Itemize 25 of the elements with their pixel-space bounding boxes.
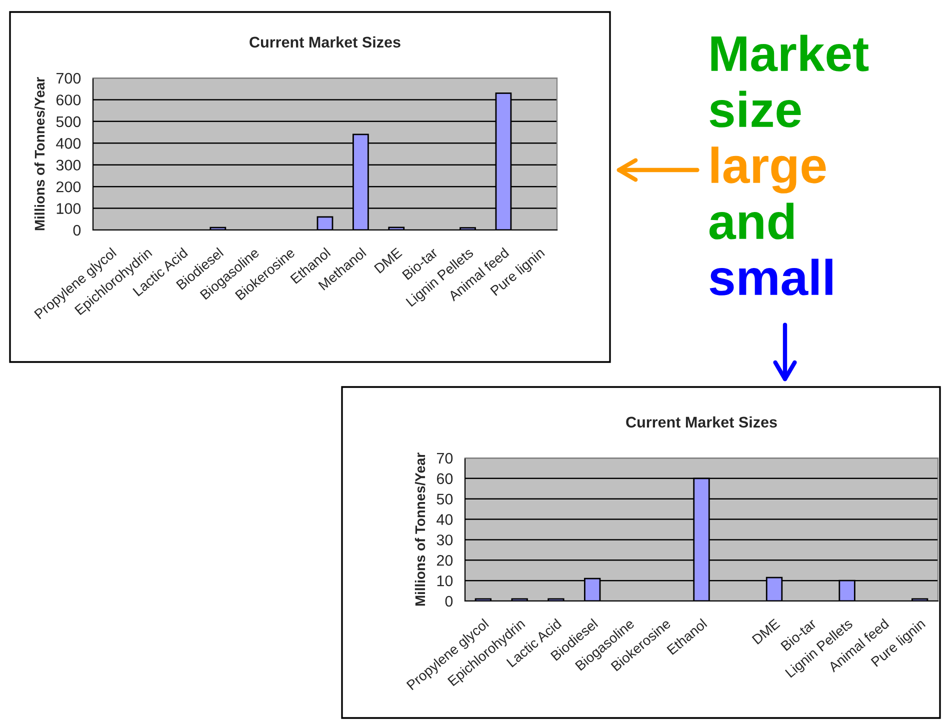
y-tick-label: 10: [437, 575, 453, 586]
text: Market: [711, 34, 869, 72]
y-tick-label: 40: [436, 514, 453, 525]
y-tick-label: 50: [436, 494, 453, 505]
y-tick-label: 300: [56, 160, 81, 171]
y-tick-label: 600: [56, 94, 81, 106]
text: size: [710, 90, 801, 128]
y-tick-label: 400: [56, 138, 81, 149]
y-tick-label: 70: [436, 452, 453, 464]
y-tick-label: 20: [436, 555, 453, 566]
y-tick-label: 0: [73, 224, 81, 236]
y-tick-label: 100: [56, 203, 81, 214]
text: small: [710, 258, 832, 296]
y-axis-title: Millions of Tonnes/Year: [414, 452, 426, 606]
y-tick-label: 500: [56, 116, 81, 128]
y-tick-label: 30: [436, 534, 453, 546]
text: and: [709, 202, 794, 240]
chart-title: Current Market Sizes: [250, 36, 400, 48]
y-axis-title: Millions of Tonnes/Year: [34, 77, 45, 230]
y-tick-label: 200: [56, 181, 81, 192]
text: large: [711, 146, 826, 194]
y-tick-label: 700: [56, 72, 81, 84]
chart-title: Current Market Sizes: [626, 416, 777, 428]
y-tick-label: 60: [436, 473, 453, 484]
y-tick-label: 0: [445, 596, 453, 607]
